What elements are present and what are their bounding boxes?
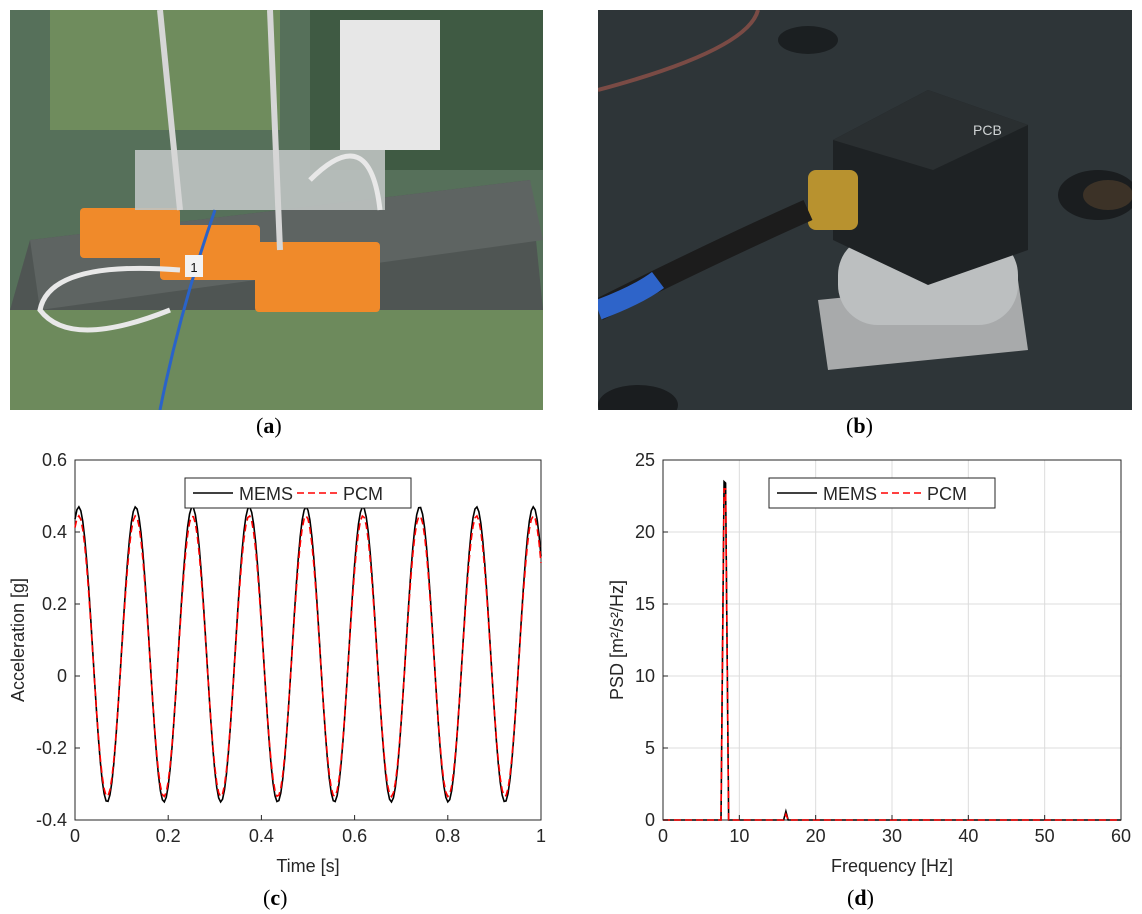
y-tick-label: 5 — [645, 738, 655, 758]
y-tick-label: 25 — [635, 450, 655, 470]
legend-label-pcm: PCM — [927, 484, 967, 504]
series-line-pcm — [663, 488, 1121, 821]
legend-label-mems: MEMS — [823, 484, 877, 504]
x-tick-label: 30 — [882, 826, 902, 846]
x-tick-label: 20 — [806, 826, 826, 846]
x-tick-label: 50 — [1035, 826, 1055, 846]
x-tick-label: 60 — [1111, 826, 1131, 846]
x-tick-label: 0 — [70, 826, 80, 846]
sensor-tag-label: 1 — [190, 260, 197, 275]
y-tick-label: 0 — [645, 810, 655, 830]
x-axis-label: Time [s] — [276, 856, 339, 876]
x-tick-label: 10 — [729, 826, 749, 846]
x-tick-label: 0 — [658, 826, 668, 846]
y-tick-label: 0.6 — [42, 450, 67, 470]
caption-b: (b) — [846, 413, 873, 438]
x-tick-label: 0.6 — [342, 826, 367, 846]
photo-a-illustration: 1 — [10, 10, 543, 410]
photo-piezo-accelerometer: PCB — [598, 10, 1132, 410]
y-tick-label: 20 — [635, 522, 655, 542]
y-tick-label: 0.4 — [42, 522, 67, 542]
legend-label-pcm: PCM — [343, 484, 383, 504]
series-line-pcm — [74, 514, 542, 799]
x-tick-label: 0.2 — [156, 826, 181, 846]
x-tick-label: 0.4 — [249, 826, 274, 846]
photo-b-illustration: PCB — [598, 10, 1132, 410]
x-tick-label: 40 — [958, 826, 978, 846]
caption-a: (a) — [256, 413, 282, 438]
chart-acceleration-time: 0 0.2 0.4 0.6 0.8 1 -0.4 -0.2 0 0.2 0.4 0.6 Time [s… — [8, 450, 546, 876]
caption-d: (d) — [847, 885, 874, 910]
chart-psd-frequency: 0 10 20 30 40 50 60 0 5 10 15 20 25 Frequency [Hz] P… — [607, 450, 1131, 876]
caption-c: (c) — [263, 885, 288, 910]
y-tick-label: 0 — [57, 666, 67, 686]
y-tick-label: -0.4 — [36, 810, 67, 830]
y-tick-label: -0.2 — [36, 738, 67, 758]
plot-frame — [74, 459, 542, 821]
y-tick-label: 15 — [635, 594, 655, 614]
legend-label-mems: MEMS — [239, 484, 293, 504]
x-tick-label: 1 — [536, 826, 546, 846]
y-axis-label: Acceleration [g] — [8, 578, 28, 702]
y-tick-label: 0.2 — [42, 594, 67, 614]
y-axis-label: PSD [m²/s²/Hz] — [607, 580, 627, 700]
series-line-mems — [74, 505, 542, 804]
x-tick-label: 0.8 — [435, 826, 460, 846]
pcb-brand-mark: PCB — [973, 122, 1002, 138]
photo-mems-sensor-setup: 1 — [10, 10, 543, 410]
y-tick-label: 10 — [635, 666, 655, 686]
x-axis-label: Frequency [Hz] — [831, 856, 953, 876]
